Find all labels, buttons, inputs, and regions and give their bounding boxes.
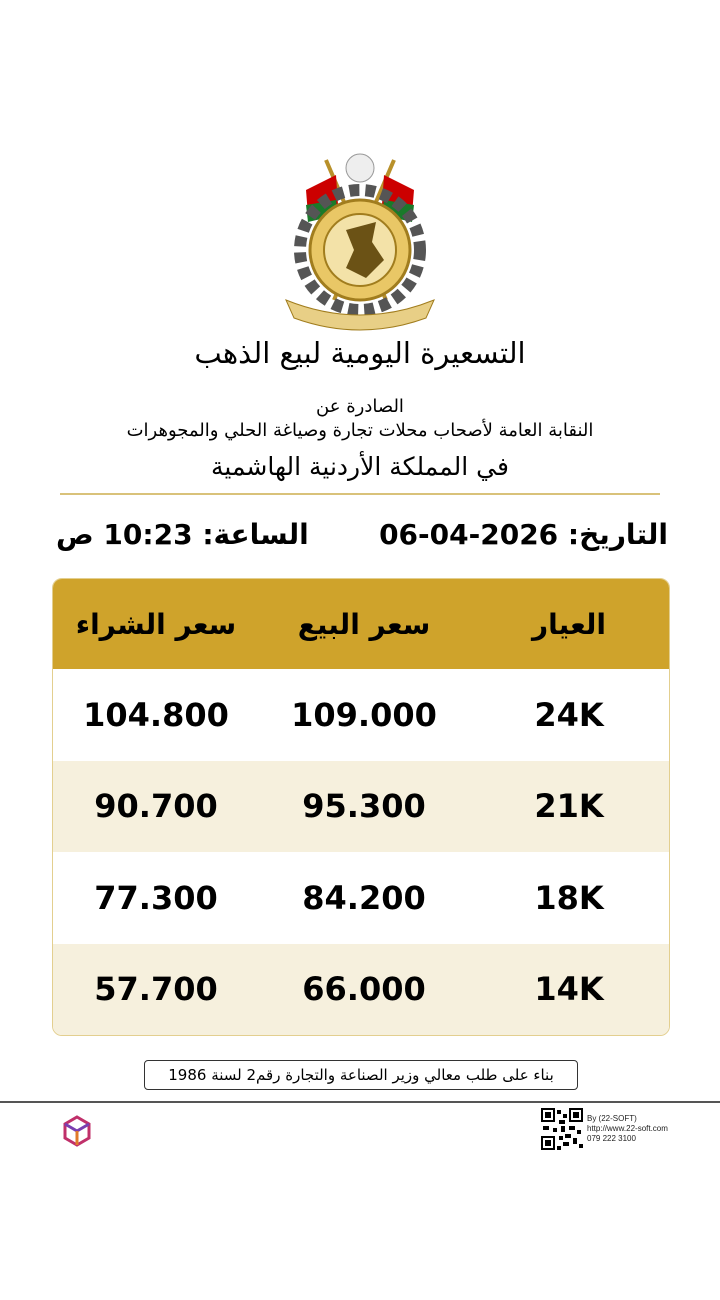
ministry-note: بناء على طلب معالي وزير الصناعة والتجارة… <box>144 1060 578 1090</box>
table-row: 14K 66.000 57.700 <box>53 943 669 1035</box>
table-row: 18K 84.200 77.300 <box>53 852 669 944</box>
buy-price-cell: 90.700 <box>94 787 218 826</box>
time-value: 10:23 ص <box>56 518 193 551</box>
union-emblem-logo <box>285 153 435 331</box>
vendor-url-link[interactable]: http://www.22-soft.com <box>587 1124 668 1133</box>
date-field: التاريخ: 06-04-2026 <box>379 518 668 551</box>
header-buy: سعر الشراء <box>75 607 237 641</box>
header-sell: سعر البيع <box>297 607 431 641</box>
kingdom-name: في المملكة الأردنية الهاشمية <box>211 452 509 481</box>
vendor-contact: By (22-SOFT) http://www.22-soft.com 079 … <box>587 1114 668 1144</box>
footer-divider <box>0 1101 720 1103</box>
divider <box>60 493 660 495</box>
sell-price-cell: 66.000 <box>302 970 426 1009</box>
22-soft-logo <box>63 1115 91 1147</box>
qr-code-icon[interactable] <box>541 1108 583 1150</box>
buy-price-cell: 77.300 <box>94 878 218 917</box>
time-label: الساعة: <box>202 518 309 551</box>
date-value: 06-04-2026 <box>379 518 559 551</box>
table-header: العيار سعر البيع سعر الشراء <box>53 579 669 669</box>
table-row: 21K 95.300 90.700 <box>53 760 669 852</box>
page-title: التسعيرة اليومية لبيع الذهب <box>194 336 526 370</box>
sell-price-cell: 95.300 <box>302 787 426 826</box>
sell-price-cell: 84.200 <box>302 878 426 917</box>
time-field: الساعة: 10:23 ص <box>56 518 309 551</box>
karat-cell: 18K <box>534 878 604 917</box>
buy-price-cell: 57.700 <box>94 970 218 1009</box>
buy-price-cell: 104.800 <box>83 695 229 734</box>
vendor-name: By (22-SOFT) <box>587 1114 637 1123</box>
date-time-row: التاريخ: 06-04-2026 الساعة: 10:23 ص <box>56 518 668 558</box>
vendor-phone: 079 222 3100 <box>587 1134 636 1143</box>
issued-by-label: الصادرة عن <box>316 396 404 417</box>
header-karat: العيار <box>532 607 606 641</box>
sell-price-cell: 109.000 <box>291 695 437 734</box>
date-label: التاريخ: <box>567 518 668 551</box>
table-row: 24K 109.000 104.800 <box>53 669 669 761</box>
karat-cell: 21K <box>534 787 604 826</box>
union-name: النقابة العامة لأصحاب محلات تجارة وصياغة… <box>126 420 594 441</box>
karat-cell: 14K <box>534 970 604 1009</box>
price-table: العيار سعر البيع سعر الشراء 24K 109.000 … <box>52 578 670 1036</box>
karat-cell: 24K <box>534 695 604 734</box>
